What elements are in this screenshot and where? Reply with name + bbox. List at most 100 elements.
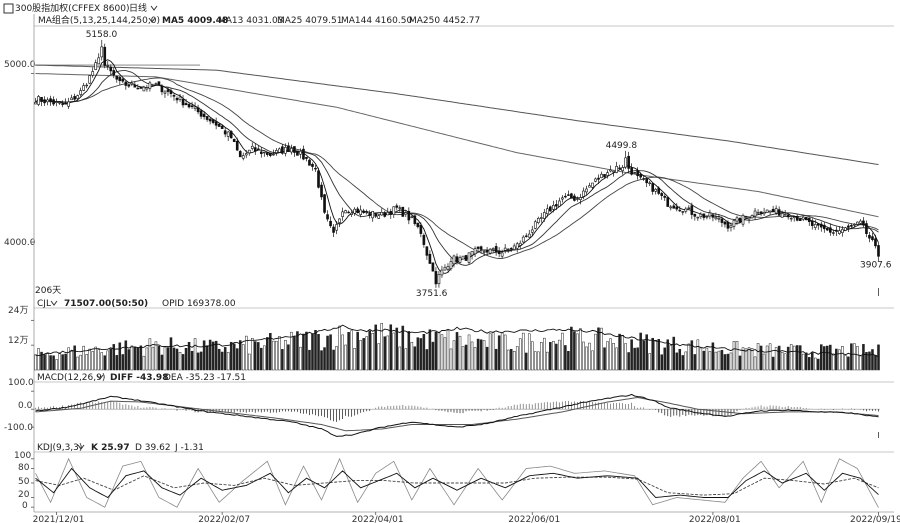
volume-bar	[317, 333, 320, 371]
volume-bar	[175, 348, 179, 371]
volume-bar	[774, 347, 778, 371]
volume-bar	[732, 341, 736, 371]
candle-body	[771, 208, 775, 213]
candle-body	[238, 151, 242, 158]
volume-bar	[726, 353, 730, 371]
candle-body	[509, 248, 513, 250]
candle-body	[871, 236, 874, 240]
price-y-tick-5000: 5000.0	[4, 60, 36, 70]
indicator-chevron-icon[interactable]	[148, 17, 156, 23]
volume-indicator-label: CJL	[37, 299, 51, 309]
volume-bar	[362, 338, 365, 371]
volume-bar	[329, 334, 332, 371]
volume-bar	[853, 343, 856, 371]
macd-chevron-icon[interactable]	[96, 374, 104, 380]
volume-bar	[413, 346, 417, 371]
volume-bar	[82, 345, 85, 371]
candle-body	[612, 170, 615, 173]
candle-body	[573, 195, 576, 201]
volume-bar	[37, 348, 40, 371]
candle-body	[714, 216, 718, 220]
volume-bar	[157, 345, 161, 371]
candle-body	[320, 184, 323, 198]
volume-bar	[172, 347, 176, 371]
candle-body	[220, 125, 224, 129]
candle-body	[506, 248, 510, 251]
volume-bar	[841, 346, 844, 371]
candle-body	[473, 248, 477, 255]
candle-body	[232, 138, 236, 143]
candle-body	[392, 206, 396, 215]
volume-bar	[820, 344, 823, 371]
volume-bar	[865, 352, 868, 371]
volume-bar	[804, 352, 808, 371]
candle-body	[389, 211, 393, 215]
candle-body	[70, 97, 73, 101]
candle-body	[431, 262, 435, 272]
candle-body	[765, 209, 769, 213]
chevron-down-icon[interactable]	[150, 5, 158, 11]
candle-body	[311, 163, 314, 167]
volume-bar	[205, 345, 209, 371]
volume-bar	[786, 346, 790, 371]
volume-bar	[576, 333, 579, 371]
volume-chevron-icon[interactable]	[50, 300, 58, 306]
volume-bar	[783, 353, 787, 371]
volume-bar	[624, 343, 627, 371]
x-tick-label: 2022/08/01	[689, 515, 741, 523]
candle-body	[639, 173, 642, 178]
kdj-y-tick-20: 20	[18, 490, 30, 500]
range-days-label: 206天	[35, 286, 61, 296]
candle-body	[52, 99, 55, 105]
volume-bar	[287, 344, 290, 371]
candle-body	[235, 141, 239, 151]
candle-body	[226, 131, 230, 137]
candle-body	[591, 182, 594, 188]
volume-bar	[585, 346, 588, 371]
volume-bar	[278, 336, 281, 371]
candle-body	[142, 86, 146, 92]
candle-body	[259, 151, 263, 154]
volume-bar	[260, 347, 263, 371]
volume-bar	[546, 351, 549, 371]
volume-bar	[79, 354, 82, 371]
volume-bar	[136, 347, 140, 371]
candle-body	[723, 221, 727, 225]
candle-body	[253, 147, 257, 152]
volume-bar	[524, 352, 528, 371]
volume-bar	[308, 349, 311, 371]
volume-bar	[314, 330, 317, 371]
volume-bar	[482, 340, 486, 371]
candle-body	[482, 251, 486, 253]
candle-body	[491, 248, 495, 251]
volume-bar	[600, 327, 603, 371]
candle-body	[699, 213, 703, 217]
volume-bar	[130, 345, 134, 371]
candle-body	[440, 269, 444, 276]
volume-bar	[106, 350, 110, 371]
candle-body	[747, 217, 751, 220]
volume-bar	[133, 346, 137, 371]
candle-body	[208, 118, 212, 122]
volume-bar	[52, 355, 55, 371]
period-selector[interactable]: 日线	[129, 2, 147, 14]
volume-bar	[798, 345, 802, 371]
kdj-y-tick-80: 80	[18, 463, 30, 473]
candle-body	[79, 90, 82, 95]
instrument-title[interactable]: 300股指加权(CFFEX 8600)	[15, 2, 129, 14]
volume-bar	[699, 347, 703, 371]
candle-body	[118, 76, 122, 82]
volume-bar	[193, 338, 197, 371]
volume-bar	[485, 346, 489, 371]
volume-bar	[807, 357, 811, 371]
volume-bar	[476, 338, 480, 371]
instrument-menu-icon[interactable]	[3, 3, 14, 14]
volume-bar	[127, 349, 131, 371]
candle-body	[774, 208, 778, 214]
volume-bar	[835, 348, 838, 371]
candle-body	[413, 215, 417, 224]
candle-body	[705, 216, 709, 218]
candle-body	[798, 218, 802, 221]
volume-bar	[874, 354, 877, 371]
kdj-chevron-icon[interactable]	[77, 444, 85, 450]
